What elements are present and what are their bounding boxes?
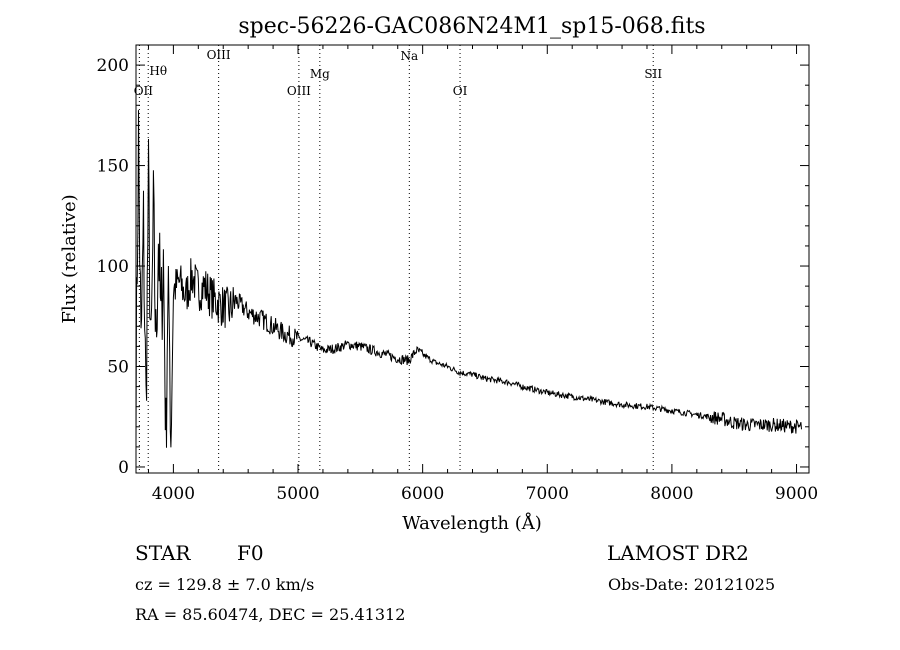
spectral-line-markers: OII Hθ OIII OIII Mg Na OI SII: [134, 45, 662, 473]
axis-ticks: 4000 5000 6000 7000 8000 9000 0 50 100 150 200: [97, 45, 818, 504]
spectral-line-label: SII: [644, 67, 662, 81]
y-tick-label: 200: [97, 56, 129, 76]
series-layer: [135, 110, 802, 448]
x-tick-label: 9000: [775, 484, 818, 504]
spectral-line-label: Mg: [310, 67, 330, 81]
survey-name: LAMOST DR2: [607, 541, 749, 565]
x-tick-label: 5000: [276, 484, 319, 504]
y-axis-label: Flux (relative): [59, 194, 80, 323]
spectral-line-label: OIII: [287, 84, 311, 98]
cz-value: cz = 129.8 ± 7.0 km/s: [135, 575, 314, 594]
object-class: STAR: [135, 541, 191, 565]
plot-frame: [135, 44, 810, 474]
spectral-line-label: OII: [134, 84, 154, 98]
chart-title: spec-56226-GAC086N24M1_sp15-068.fits: [238, 14, 705, 39]
x-axis-label: Wavelength (Å): [402, 512, 542, 534]
y-tick-label: 0: [118, 458, 129, 478]
x-tick-label: 7000: [526, 484, 569, 504]
obs-date: Obs-Date: 20121025: [608, 575, 775, 594]
x-tick-label: 4000: [152, 484, 195, 504]
x-tick-label: 8000: [650, 484, 693, 504]
y-tick-label: 150: [97, 157, 129, 177]
spectral-line-label: OI: [453, 84, 468, 98]
spectral-line-label: Na: [400, 49, 418, 63]
y-tick-label: 50: [107, 358, 129, 378]
object-subclass: F0: [237, 541, 264, 565]
x-tick-label: 6000: [401, 484, 444, 504]
spectral-line-label: Hθ: [149, 64, 167, 78]
coordinates: RA = 85.60474, DEC = 25.41312: [135, 605, 405, 624]
y-tick-label: 100: [97, 257, 129, 277]
flux-series-line: [135, 110, 802, 448]
spectral-line-label: OIII: [207, 48, 231, 62]
